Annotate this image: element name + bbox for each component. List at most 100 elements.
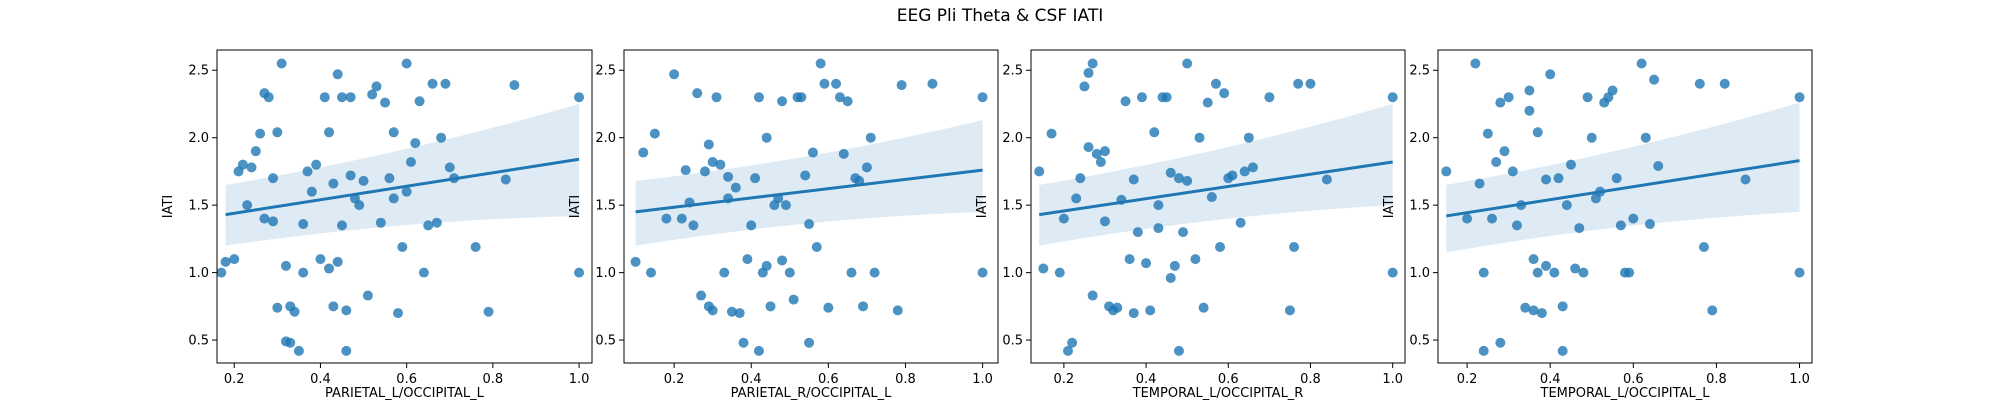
x-tick-label: 1.0 bbox=[1382, 372, 1403, 387]
data-point bbox=[861, 162, 872, 173]
data-point bbox=[734, 308, 745, 319]
data-point bbox=[1574, 223, 1585, 234]
data-point bbox=[1038, 263, 1049, 274]
data-point bbox=[268, 173, 279, 184]
data-point bbox=[509, 80, 520, 91]
y-axis-label: IATI bbox=[568, 195, 583, 219]
data-point bbox=[418, 267, 429, 278]
x-tick-label: 0.2 bbox=[1457, 372, 1478, 387]
data-point bbox=[715, 159, 726, 170]
data-point bbox=[216, 267, 227, 278]
data-point bbox=[1071, 193, 1082, 204]
regression-line bbox=[225, 157, 580, 217]
y-tick-label: 2.0 bbox=[1409, 131, 1430, 146]
data-point bbox=[1499, 146, 1510, 157]
data-point bbox=[707, 156, 718, 167]
data-point bbox=[371, 81, 382, 92]
data-point bbox=[328, 301, 339, 312]
data-point bbox=[807, 147, 818, 158]
data-point bbox=[1636, 58, 1647, 69]
data-point bbox=[302, 166, 313, 177]
data-point bbox=[834, 92, 845, 103]
axes-frame bbox=[623, 49, 999, 364]
data-point bbox=[730, 182, 741, 193]
data-point bbox=[630, 256, 641, 267]
y-tick-label: 0.5 bbox=[1409, 334, 1430, 349]
y-axis-label: IATI bbox=[1382, 195, 1397, 219]
data-point bbox=[1578, 267, 1589, 278]
data-point bbox=[388, 127, 399, 138]
data-point bbox=[1549, 267, 1560, 278]
data-point bbox=[1707, 305, 1718, 316]
data-point bbox=[1264, 92, 1275, 103]
data-point bbox=[1586, 132, 1597, 143]
data-point bbox=[393, 308, 404, 319]
data-point bbox=[1520, 302, 1531, 313]
data-point bbox=[1495, 337, 1506, 348]
subplot-3: 0.2 0.4 0.6 0.8 1.0 0.5 1.0 1.5 2.0 2.5 TEMPORAL_L… bbox=[975, 49, 1406, 400]
data-point bbox=[315, 254, 326, 265]
data-point bbox=[1034, 166, 1045, 177]
data-point bbox=[1169, 260, 1180, 271]
x-tick-label: 0.6 bbox=[818, 372, 839, 387]
data-point bbox=[1284, 305, 1295, 316]
data-point bbox=[483, 306, 494, 317]
x-tick-label: 0.4 bbox=[1136, 372, 1157, 387]
y-tick-label: 1.5 bbox=[595, 199, 616, 214]
data-point bbox=[1091, 148, 1102, 159]
data-point bbox=[1202, 97, 1213, 108]
data-point bbox=[831, 78, 842, 89]
data-point bbox=[255, 128, 266, 139]
data-point bbox=[1194, 132, 1205, 143]
data-point bbox=[1198, 302, 1209, 313]
axes-frame bbox=[1030, 49, 1406, 364]
axes-frame bbox=[216, 49, 593, 364]
data-point bbox=[237, 159, 248, 170]
y-tick-label: 1.0 bbox=[188, 266, 209, 281]
x-axis-label: PARIETAL_L/OCCIPITAL_L bbox=[325, 386, 485, 400]
data-point bbox=[444, 162, 455, 173]
regression-line bbox=[1038, 160, 1393, 217]
y-tick-label: 2.0 bbox=[595, 131, 616, 146]
data-point bbox=[1165, 273, 1176, 284]
data-point bbox=[1553, 173, 1564, 184]
data-point bbox=[800, 170, 811, 181]
data-point bbox=[777, 255, 788, 266]
data-point bbox=[707, 305, 718, 316]
y-tick-label: 1.0 bbox=[595, 266, 616, 281]
data-point bbox=[1145, 305, 1156, 316]
data-point bbox=[1067, 337, 1078, 348]
data-point bbox=[838, 148, 849, 159]
x-tick-label: 0.8 bbox=[483, 372, 504, 387]
data-point bbox=[977, 92, 988, 103]
data-point bbox=[436, 132, 447, 143]
data-point bbox=[332, 69, 343, 80]
data-point bbox=[1058, 213, 1069, 224]
x-tick-label: 0.8 bbox=[895, 372, 916, 387]
data-point bbox=[1387, 267, 1398, 278]
data-point bbox=[1247, 162, 1258, 173]
data-point bbox=[1532, 127, 1543, 138]
data-point bbox=[1615, 220, 1626, 231]
data-point bbox=[719, 267, 730, 278]
x-tick-label: 0.8 bbox=[1300, 372, 1321, 387]
data-point bbox=[384, 173, 395, 184]
data-point bbox=[1046, 128, 1057, 139]
data-point bbox=[1503, 92, 1514, 103]
data-point bbox=[753, 92, 764, 103]
x-tick-label: 0.6 bbox=[1623, 372, 1644, 387]
x-axis-label: PARIETAL_R/OCCIPITAL_L bbox=[731, 386, 892, 400]
confidence-band bbox=[225, 103, 580, 246]
data-point bbox=[1124, 254, 1135, 265]
data-point bbox=[1536, 308, 1547, 319]
data-point bbox=[676, 213, 687, 224]
data-point bbox=[823, 302, 834, 313]
x-tick-label: 0.8 bbox=[1706, 372, 1727, 387]
data-point bbox=[1128, 174, 1139, 185]
y-tick-label: 0.5 bbox=[595, 334, 616, 349]
data-point bbox=[738, 337, 749, 348]
data-point bbox=[977, 267, 988, 278]
data-point bbox=[1219, 88, 1230, 99]
data-point bbox=[869, 267, 880, 278]
data-point bbox=[1153, 223, 1164, 234]
